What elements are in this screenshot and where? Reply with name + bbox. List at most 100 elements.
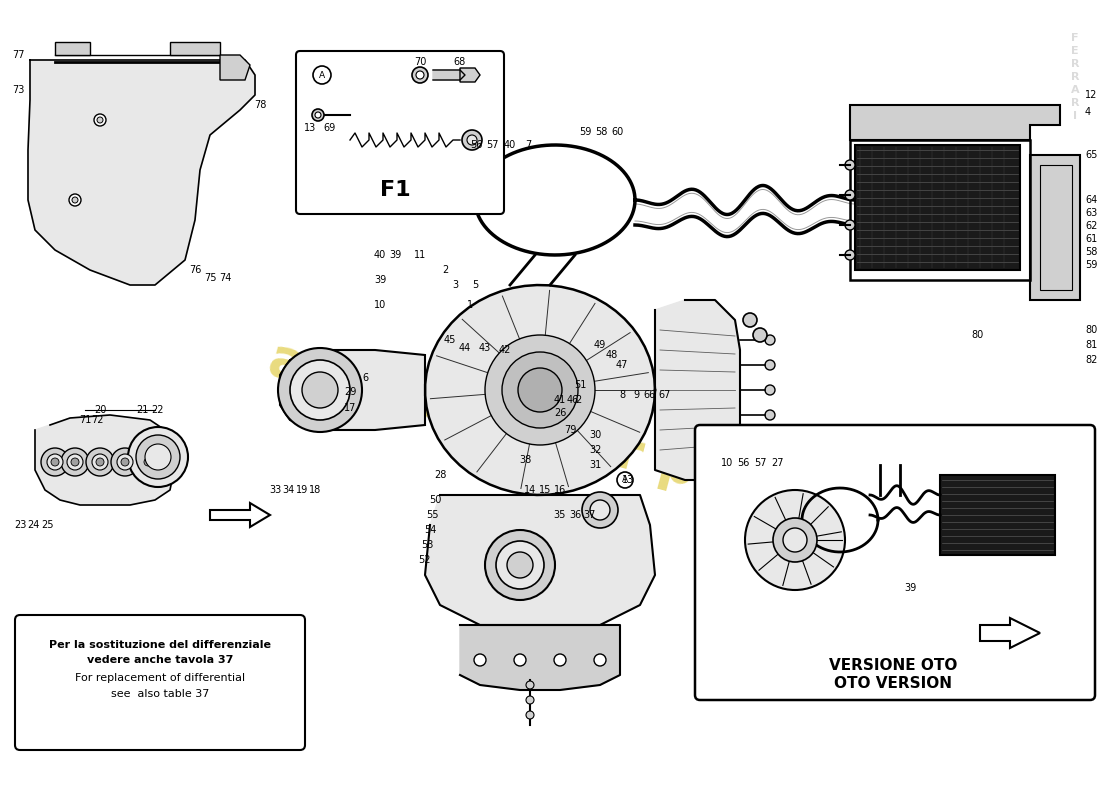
Circle shape — [582, 492, 618, 528]
Text: 44: 44 — [459, 343, 471, 353]
Text: 30: 30 — [588, 430, 601, 440]
FancyBboxPatch shape — [296, 51, 504, 214]
Text: OTO VERSION: OTO VERSION — [834, 675, 952, 690]
Polygon shape — [460, 625, 620, 690]
Polygon shape — [654, 300, 740, 480]
Polygon shape — [35, 415, 175, 505]
Text: 71: 71 — [79, 415, 91, 425]
Text: 45: 45 — [443, 335, 456, 345]
Text: 19: 19 — [296, 485, 308, 495]
Text: 73: 73 — [12, 85, 24, 95]
Text: 20: 20 — [94, 405, 107, 415]
Text: 43: 43 — [478, 343, 491, 353]
Circle shape — [764, 410, 776, 420]
Text: 26: 26 — [553, 408, 566, 418]
Text: 77: 77 — [12, 50, 24, 60]
Text: 54: 54 — [424, 525, 437, 535]
Text: 24: 24 — [26, 520, 40, 530]
Circle shape — [485, 530, 556, 600]
Circle shape — [47, 454, 63, 470]
Text: 56: 56 — [737, 458, 749, 468]
Text: 56: 56 — [470, 140, 482, 150]
Circle shape — [278, 348, 362, 432]
Text: 61: 61 — [1085, 234, 1098, 244]
Text: 27: 27 — [772, 458, 784, 468]
Polygon shape — [28, 60, 255, 285]
Text: 38: 38 — [519, 455, 531, 465]
Text: 42: 42 — [498, 345, 512, 355]
Text: 52: 52 — [418, 555, 430, 565]
Text: 65: 65 — [1085, 150, 1098, 160]
Circle shape — [526, 711, 534, 719]
Circle shape — [140, 454, 156, 470]
Text: 57: 57 — [754, 458, 767, 468]
Circle shape — [86, 448, 114, 476]
Text: 12: 12 — [1085, 90, 1098, 100]
Text: 78: 78 — [254, 100, 266, 110]
Text: 76: 76 — [189, 265, 201, 275]
Text: 34: 34 — [282, 485, 294, 495]
Text: 2: 2 — [442, 265, 448, 275]
Text: 32: 32 — [588, 445, 602, 455]
Text: 81: 81 — [1085, 340, 1098, 350]
Polygon shape — [433, 70, 465, 80]
Circle shape — [111, 448, 139, 476]
Circle shape — [290, 360, 350, 420]
Circle shape — [594, 654, 606, 666]
Circle shape — [754, 328, 767, 342]
Text: 7: 7 — [525, 140, 531, 150]
Text: 68: 68 — [454, 57, 466, 67]
Circle shape — [51, 458, 59, 466]
Circle shape — [764, 335, 776, 345]
Text: VERSIONE OTO: VERSIONE OTO — [828, 658, 957, 673]
Circle shape — [507, 552, 534, 578]
Circle shape — [60, 448, 89, 476]
Text: 33: 33 — [268, 485, 282, 495]
Circle shape — [72, 197, 78, 203]
Circle shape — [590, 500, 610, 520]
Circle shape — [526, 681, 534, 689]
Text: F1: F1 — [379, 180, 410, 200]
Text: 4: 4 — [1085, 107, 1091, 117]
Text: 59: 59 — [1085, 260, 1098, 270]
Circle shape — [474, 654, 486, 666]
Polygon shape — [170, 42, 220, 55]
Text: 55: 55 — [426, 510, 438, 520]
Text: see  also table 37: see also table 37 — [111, 689, 209, 699]
Text: 1: 1 — [466, 300, 473, 310]
Text: 57: 57 — [486, 140, 498, 150]
Text: A: A — [319, 70, 326, 79]
Text: 9: 9 — [632, 390, 639, 400]
Text: I: I — [1072, 111, 1077, 121]
Text: R: R — [1070, 72, 1079, 82]
Text: 40: 40 — [374, 250, 386, 260]
Circle shape — [502, 352, 578, 428]
Text: 10: 10 — [720, 458, 733, 468]
Circle shape — [783, 528, 807, 552]
Circle shape — [462, 130, 482, 150]
Text: 58: 58 — [1085, 247, 1098, 257]
Text: 18: 18 — [309, 485, 321, 495]
Circle shape — [526, 696, 534, 704]
Circle shape — [144, 458, 152, 466]
Text: 53: 53 — [421, 540, 433, 550]
Text: 15: 15 — [539, 485, 551, 495]
Polygon shape — [855, 145, 1020, 270]
Text: 17: 17 — [344, 403, 356, 413]
Text: 39: 39 — [904, 583, 916, 593]
Circle shape — [412, 67, 428, 83]
Text: 16: 16 — [554, 485, 566, 495]
Text: 8: 8 — [619, 390, 625, 400]
Text: 62: 62 — [1085, 221, 1098, 231]
Text: 13: 13 — [621, 475, 634, 485]
Polygon shape — [980, 618, 1040, 648]
Text: 47: 47 — [616, 360, 628, 370]
Text: 79: 79 — [564, 425, 576, 435]
Circle shape — [94, 114, 106, 126]
Circle shape — [468, 135, 477, 145]
Circle shape — [117, 454, 133, 470]
Text: F: F — [1071, 33, 1079, 43]
Circle shape — [764, 435, 776, 445]
Polygon shape — [280, 350, 425, 430]
Text: 69: 69 — [323, 123, 337, 133]
